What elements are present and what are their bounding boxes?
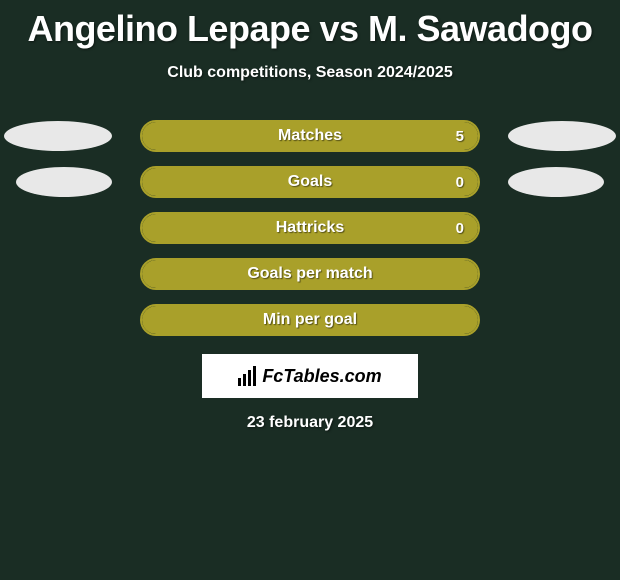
stat-bar: Goals per match (140, 258, 480, 290)
stat-value: 0 (456, 174, 464, 191)
chart-icon (238, 366, 256, 386)
stat-value: 0 (456, 220, 464, 237)
logo-box: FcTables.com (202, 354, 418, 398)
stat-label: Matches (278, 127, 342, 145)
date-text: 23 february 2025 (0, 414, 620, 432)
stat-row: Goals per match (0, 258, 620, 290)
logo-text: FcTables.com (262, 366, 381, 387)
stat-value: 5 (456, 128, 464, 145)
stat-row: Goals 0 (0, 166, 620, 198)
stat-label: Goals (288, 173, 332, 191)
stat-bar: Hattricks 0 (140, 212, 480, 244)
stat-row: Matches 5 (0, 120, 620, 152)
stats-container: Matches 5 Goals 0 Hattricks 0 Goals per match M… (0, 120, 620, 336)
stat-bar: Matches 5 (140, 120, 480, 152)
stat-row: Min per goal (0, 304, 620, 336)
player-right-ellipse (508, 167, 604, 197)
stat-bar: Goals 0 (140, 166, 480, 198)
player-left-ellipse (16, 167, 112, 197)
stat-label: Min per goal (263, 311, 357, 329)
stat-bar: Min per goal (140, 304, 480, 336)
page-subtitle: Club competitions, Season 2024/2025 (0, 64, 620, 82)
player-right-ellipse (508, 121, 616, 151)
stat-label: Hattricks (276, 219, 344, 237)
player-left-ellipse (4, 121, 112, 151)
page-title: Angelino Lepape vs M. Sawadogo (0, 0, 620, 50)
stat-row: Hattricks 0 (0, 212, 620, 244)
stat-label: Goals per match (247, 265, 372, 283)
